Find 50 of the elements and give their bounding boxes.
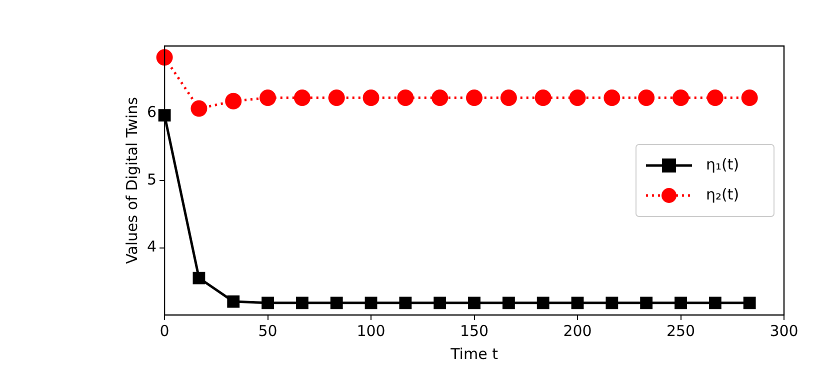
point [192,272,206,284]
legend-label: η₁(t) [706,155,740,174]
point [397,90,414,106]
point [672,90,690,106]
point [434,296,446,310]
point [708,296,722,310]
point [743,296,756,310]
point [262,296,274,310]
y-tick-label: 6 [146,103,157,122]
point [604,90,620,106]
point [296,296,308,310]
point [294,90,310,106]
point [260,90,276,106]
y-axis-title: Values of Digital Twins [122,96,141,264]
point [364,296,378,310]
x-tick-label: 150 [460,322,489,340]
point [536,296,550,310]
x-tick-label: 50 [258,322,278,340]
point [328,90,345,106]
x-tick-label: 300 [770,322,798,340]
point [190,100,208,117]
point [225,92,242,110]
point [227,295,240,308]
point [638,90,655,106]
point [399,296,412,310]
x-axis-title: Time t [450,344,498,363]
point [156,49,173,66]
point [640,296,653,310]
point [741,90,758,106]
point [502,296,515,310]
point [674,296,687,310]
point [432,90,448,106]
point [158,109,171,122]
y-tick-label: 4 [146,238,157,256]
point [500,90,517,106]
point [466,90,483,106]
y-tick-label: 5 [146,170,157,188]
x-tick-label: 100 [356,322,386,340]
point [569,90,586,106]
x-tick-label: 250 [666,322,696,340]
point [362,90,380,106]
point [571,296,584,310]
point [706,90,724,106]
point [468,296,480,310]
x-tick-label: 0 [160,322,170,340]
point [330,296,343,310]
point [606,296,618,310]
point [534,90,552,106]
legend-label: η₂(t) [706,185,740,204]
x-tick-label: 200 [563,322,592,340]
